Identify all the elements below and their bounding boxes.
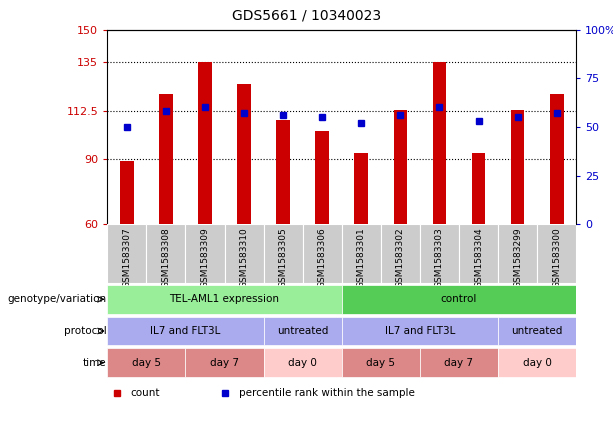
Bar <box>511 110 525 224</box>
Text: GSM1583310: GSM1583310 <box>240 227 248 288</box>
Text: GSM1583303: GSM1583303 <box>435 227 444 288</box>
Bar <box>264 317 341 345</box>
Bar <box>498 349 576 377</box>
Text: TEL-AML1 expression: TEL-AML1 expression <box>170 294 280 304</box>
Text: GSM1583309: GSM1583309 <box>200 227 210 288</box>
Text: percentile rank within the sample: percentile rank within the sample <box>238 388 414 398</box>
Text: GSM1583305: GSM1583305 <box>279 227 287 288</box>
Text: protocol: protocol <box>64 326 107 336</box>
Text: GSM1583300: GSM1583300 <box>552 227 561 288</box>
Bar <box>303 224 341 283</box>
Text: GSM1583308: GSM1583308 <box>161 227 170 288</box>
Bar <box>354 153 368 224</box>
Bar <box>341 285 576 313</box>
Bar <box>107 317 264 345</box>
Text: day 7: day 7 <box>210 358 239 368</box>
Text: time: time <box>83 358 107 368</box>
Bar <box>498 224 537 283</box>
Text: GSM1583302: GSM1583302 <box>396 227 405 288</box>
Bar <box>471 153 485 224</box>
Bar <box>341 317 498 345</box>
Bar <box>120 162 134 224</box>
Bar <box>107 349 185 377</box>
Text: control: control <box>441 294 477 304</box>
Bar <box>107 224 147 283</box>
Bar <box>537 224 576 283</box>
Bar <box>159 94 173 224</box>
Bar <box>276 121 290 224</box>
Bar <box>315 131 329 224</box>
Text: IL7 and FLT3L: IL7 and FLT3L <box>385 326 455 336</box>
Text: count: count <box>131 388 160 398</box>
Bar <box>185 349 264 377</box>
Text: GSM1583301: GSM1583301 <box>357 227 366 288</box>
Text: GDS5661 / 10340023: GDS5661 / 10340023 <box>232 9 381 23</box>
Bar <box>498 317 576 345</box>
Bar <box>420 349 498 377</box>
Text: GSM1583306: GSM1583306 <box>318 227 327 288</box>
Bar <box>147 224 185 283</box>
Bar <box>237 84 251 224</box>
Bar <box>420 224 459 283</box>
Bar <box>264 224 303 283</box>
Bar <box>224 224 264 283</box>
Bar <box>394 110 407 224</box>
Bar <box>341 349 420 377</box>
Text: GSM1583299: GSM1583299 <box>513 227 522 288</box>
Text: GSM1583307: GSM1583307 <box>123 227 131 288</box>
Bar <box>264 349 341 377</box>
Text: day 7: day 7 <box>444 358 473 368</box>
Bar <box>107 285 341 313</box>
Text: day 5: day 5 <box>367 358 395 368</box>
Text: IL7 and FLT3L: IL7 and FLT3L <box>150 326 221 336</box>
Text: day 0: day 0 <box>288 358 317 368</box>
Bar <box>381 224 420 283</box>
Bar <box>341 224 381 283</box>
Bar <box>433 62 446 224</box>
Bar <box>198 62 212 224</box>
Bar <box>459 224 498 283</box>
Text: untreated: untreated <box>277 326 329 336</box>
Text: untreated: untreated <box>511 326 563 336</box>
Bar <box>185 224 224 283</box>
Text: day 5: day 5 <box>132 358 161 368</box>
Text: genotype/variation: genotype/variation <box>7 294 107 304</box>
Bar <box>550 94 563 224</box>
Text: GSM1583304: GSM1583304 <box>474 227 483 288</box>
Text: day 0: day 0 <box>523 358 552 368</box>
